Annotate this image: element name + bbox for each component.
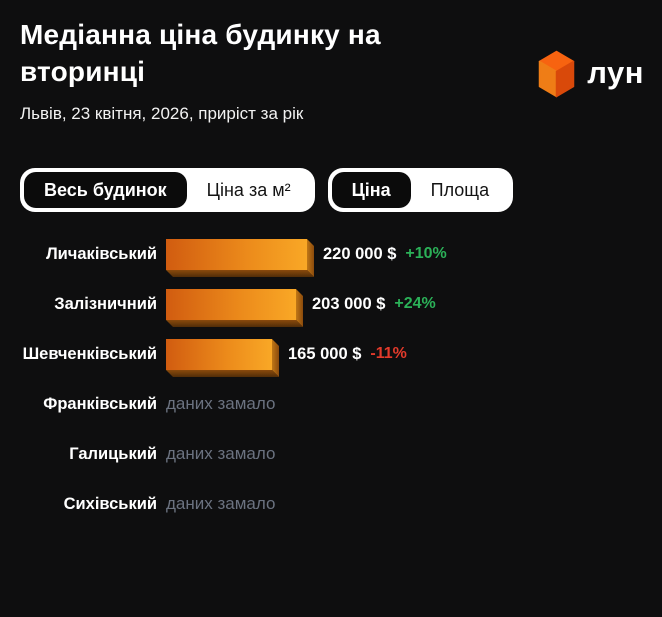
- toggle-area[interactable]: Площа: [411, 172, 509, 208]
- district-label: Залізничний: [54, 294, 157, 313]
- toggle-price-per-m2[interactable]: Ціна за м²: [187, 172, 311, 208]
- district-label: Галицький: [69, 444, 157, 463]
- district-label: Сихівський: [63, 494, 157, 513]
- change-percent: +24%: [394, 295, 436, 312]
- price-value: 203 000 $: [312, 294, 386, 313]
- district-label: Франківський: [43, 394, 157, 413]
- chart-row: Личаківський 220 000 $ +10%: [20, 229, 642, 279]
- building-metric-toggle: Весь будинок Ціна за м²: [20, 168, 315, 212]
- district-label: Шевченківський: [22, 344, 157, 363]
- no-data-label: даних замало: [166, 494, 276, 513]
- value-type-toggle: Ціна Площа: [327, 168, 514, 212]
- no-data-label: даних замало: [166, 444, 276, 463]
- change-percent: +10%: [405, 245, 447, 262]
- chart-row: Залізничний 203 000 $ +24%: [20, 279, 642, 329]
- bar-chart: Личаківський 220 000 $ +10% Залізничний …: [20, 229, 642, 529]
- chart-subtitle: Львів, 23 квітня, 2026, приріст за рік: [20, 104, 304, 123]
- logo-text: лун: [587, 54, 644, 90]
- chart-row: Галицький даних замало: [20, 429, 642, 479]
- page-title: Медіанна ціна будинку на вторинці: [20, 19, 381, 87]
- district-label: Личаківський: [46, 244, 157, 263]
- change-percent: -11%: [370, 345, 407, 362]
- toggle-whole-house[interactable]: Весь будинок: [24, 172, 187, 208]
- toggle-bar: Весь будинок Ціна за м² Ціна Площа: [20, 168, 514, 212]
- price-bar: [166, 238, 307, 270]
- no-data-label: даних замало: [166, 394, 276, 413]
- price-bar: [166, 338, 272, 370]
- chart-row: Шевченківський 165 000 $ -11%: [20, 329, 642, 379]
- lun-logo: лун: [538, 50, 644, 98]
- price-bar: [166, 288, 296, 320]
- toggle-price[interactable]: Ціна: [331, 172, 411, 208]
- cube-logo-icon: [539, 50, 575, 98]
- chart-row: Сихівський даних замало: [20, 479, 642, 529]
- price-value: 165 000 $: [288, 344, 362, 363]
- price-value: 220 000 $: [323, 244, 397, 263]
- chart-row: Франківський даних замало: [20, 379, 642, 429]
